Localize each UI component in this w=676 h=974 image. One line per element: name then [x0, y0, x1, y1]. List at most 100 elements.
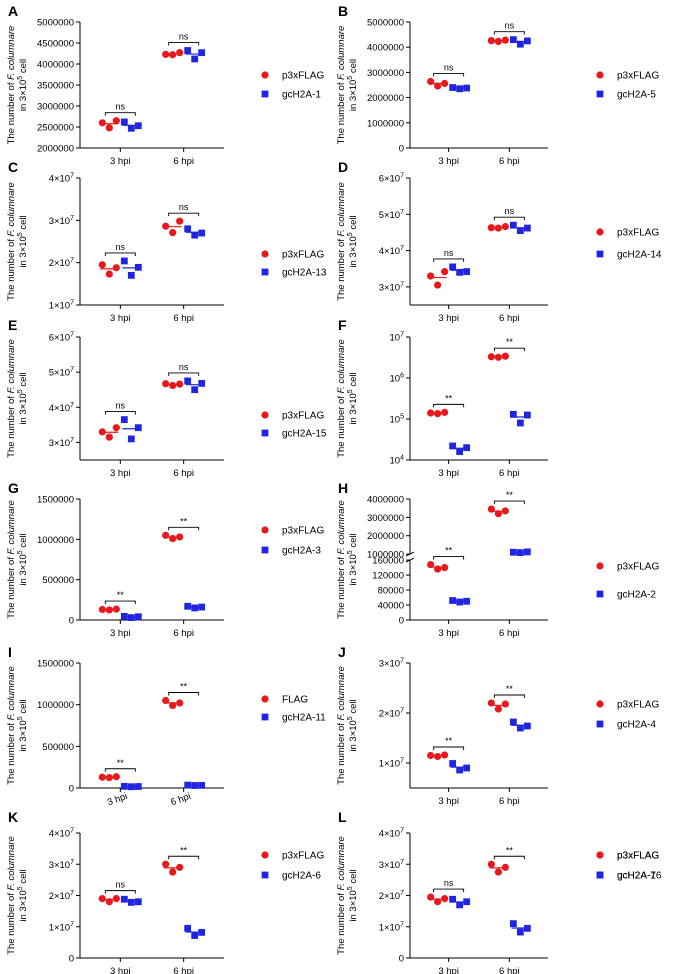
text-span: 0 — [69, 954, 74, 965]
data-point — [134, 613, 142, 621]
data-point — [441, 563, 449, 572]
legend-marker — [261, 411, 269, 419]
legend-label: gcH2A-5 — [617, 90, 656, 101]
significance-bracket — [433, 888, 465, 893]
text-span: 160000 — [372, 556, 404, 567]
text-span: The number of — [336, 236, 347, 300]
data-point — [112, 117, 120, 125]
text-span: 0 — [399, 954, 404, 965]
data-point — [120, 612, 128, 620]
text-span: The number of — [336, 554, 347, 618]
text-span: 4 — [400, 455, 404, 462]
data-point — [176, 533, 184, 541]
data-point — [105, 270, 113, 278]
text-span: 7 — [400, 245, 404, 252]
text-span: 10 — [390, 374, 401, 385]
text-span: 4000000 — [37, 60, 74, 71]
data-point — [198, 928, 206, 936]
data-point — [191, 55, 199, 63]
text-span: 2×10 — [49, 258, 70, 269]
text-span: F. columnare — [336, 26, 347, 80]
significance-bracket — [104, 252, 136, 256]
y-axis-label: in 3×105 cell — [347, 372, 359, 424]
data-point — [427, 409, 435, 417]
text-span: 4000000 — [367, 43, 404, 54]
data-point — [176, 217, 184, 225]
y-tick-label: 2×107 — [379, 708, 404, 720]
data-point — [516, 928, 524, 936]
y-tick-label: 3500000 — [37, 81, 74, 92]
y-tick-label: 0 — [69, 954, 74, 965]
y-tick-label: 1000000 — [37, 535, 74, 546]
data-point — [456, 766, 464, 774]
data-point — [98, 119, 106, 127]
legend-label: FLAG — [282, 695, 308, 706]
data-point — [456, 598, 464, 606]
y-tick-label: 4×107 — [49, 173, 74, 185]
data-point — [191, 932, 199, 939]
data-point — [169, 701, 177, 710]
text-span: The number of — [6, 720, 17, 784]
y-tick-label: 4000000 — [37, 60, 74, 71]
data-point — [169, 534, 177, 543]
significance-bracket — [433, 258, 465, 262]
y-tick-label: 3×107 — [379, 859, 404, 871]
data-point — [463, 597, 471, 605]
y-tick-label: 1000000 — [37, 700, 74, 711]
data-point — [112, 424, 120, 432]
legend-marker — [596, 90, 604, 98]
text-span: 4500000 — [37, 39, 74, 50]
data-point — [434, 898, 442, 906]
legend-marker — [261, 546, 269, 554]
data-point — [98, 261, 106, 269]
text-span: in 3×10 — [348, 393, 359, 424]
text-span: 5 — [17, 76, 24, 80]
text-span: 2000000 — [37, 144, 74, 155]
y-tick-label: 5×107 — [379, 209, 404, 221]
data-point — [176, 380, 184, 388]
panel-letter: E — [8, 317, 17, 333]
text-span: 5 — [347, 232, 354, 236]
text-span: 2000000 — [367, 531, 404, 542]
panel-letter: A — [8, 3, 18, 19]
data-point — [523, 924, 531, 932]
y-tick-label: 2000000 — [367, 531, 404, 542]
text-span: 1000000 — [367, 118, 404, 129]
text-span: 3000000 — [367, 513, 404, 524]
data-point — [162, 50, 170, 58]
data-point — [427, 560, 435, 569]
data-point — [176, 699, 184, 707]
data-point — [523, 37, 531, 45]
text-span: The number of — [6, 236, 17, 300]
y-tick-label: 40000 — [378, 601, 404, 612]
y-axis-label: in 3×105 cell — [17, 215, 29, 267]
x-tick-label: 6 hpi — [499, 468, 520, 479]
significance-bracket — [168, 372, 200, 376]
data-point — [494, 224, 502, 232]
data-point — [98, 428, 106, 436]
text-span: 5 — [347, 76, 354, 80]
data-point — [184, 781, 192, 789]
y-tick-label: 4×107 — [379, 245, 404, 257]
text-span: cell — [348, 372, 359, 389]
text-span: 2×10 — [379, 709, 400, 720]
text-span: F. columnare — [336, 666, 347, 720]
text-span: The number of — [6, 393, 17, 457]
legend-label: p3xFLAG — [617, 562, 659, 573]
text-span: 5×10 — [379, 210, 400, 221]
data-point — [105, 773, 113, 782]
chart-panel-g: G 0 500000 1000000 1500000 3 hpi 6 hpi The numb… — [6, 480, 324, 639]
text-span: 7 — [70, 859, 74, 866]
y-axis-label: in 3×105 cell — [347, 59, 359, 111]
legend-label: gcH2A-14 — [617, 250, 662, 261]
legend-marker — [261, 71, 269, 79]
data-point — [509, 410, 517, 418]
data-point — [176, 49, 184, 57]
y-tick-label: 3×107 — [379, 281, 404, 293]
legend-label: gcH2A-15 — [282, 429, 327, 440]
significance-label: ** — [117, 758, 125, 768]
significance-label: ns — [116, 401, 126, 411]
legend-marker — [261, 250, 269, 258]
y-tick-label: 500000 — [42, 742, 74, 753]
data-point — [449, 760, 457, 767]
